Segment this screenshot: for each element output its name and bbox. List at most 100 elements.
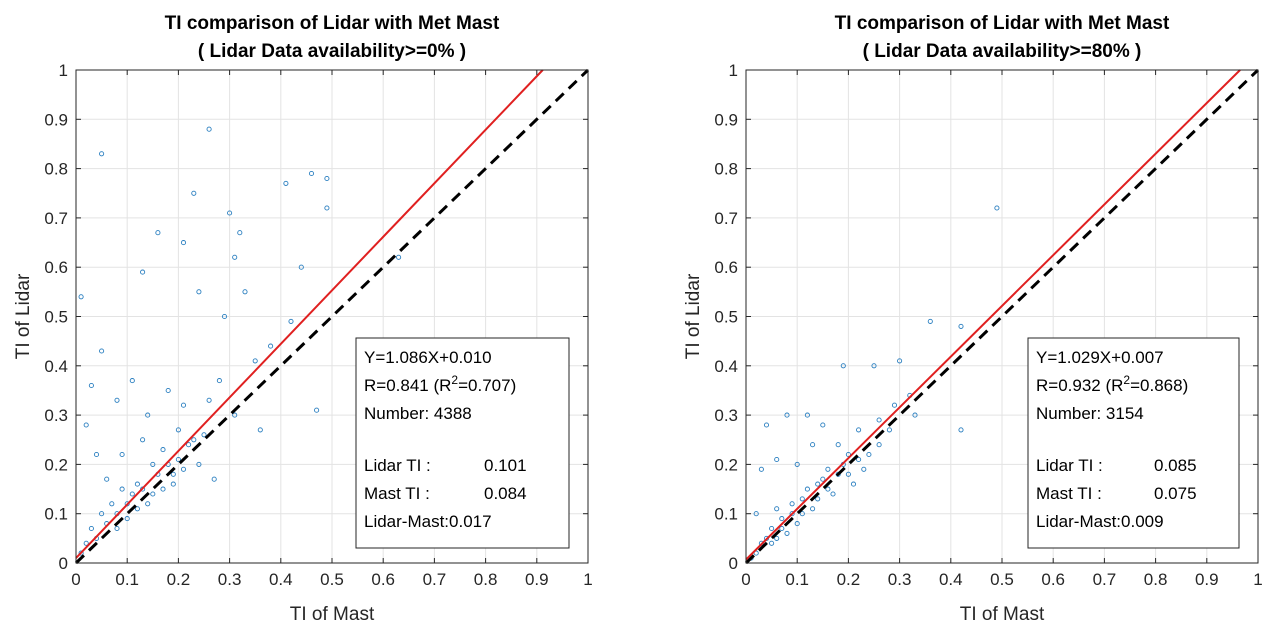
data-point bbox=[180, 240, 187, 246]
data-point bbox=[810, 442, 816, 448]
y-tick-label: 0.1 bbox=[714, 505, 738, 524]
data-point bbox=[216, 378, 222, 384]
data-point bbox=[308, 170, 315, 177]
annotation-r-value: R=0.841 (R2=0.707) bbox=[364, 373, 516, 395]
y-axis-label: TI of Lidar bbox=[13, 273, 34, 359]
data-point bbox=[850, 481, 857, 487]
y-tick-label: 1 bbox=[729, 61, 738, 80]
annotation-value: 0.101 bbox=[484, 456, 527, 475]
data-point bbox=[324, 205, 330, 211]
data-point bbox=[886, 427, 892, 433]
data-point bbox=[88, 382, 94, 389]
data-point bbox=[191, 437, 197, 443]
data-point bbox=[298, 264, 304, 270]
chart-subtitle: ( Lidar Data availability>=80% ) bbox=[863, 41, 1142, 62]
data-point bbox=[114, 397, 120, 403]
x-tick-label: 0.7 bbox=[1093, 570, 1117, 589]
data-point bbox=[314, 407, 320, 413]
x-tick-label: 0.9 bbox=[525, 570, 549, 589]
data-point bbox=[753, 511, 759, 517]
tick-labels: 0 0.1 0.2 0.3 0.4 0.5 0.6 0.7 0.8 0.9 1 0 0.1 0.2 0.3 0… bbox=[44, 61, 592, 589]
x-tick-label: 0.9 bbox=[1195, 570, 1219, 589]
x-tick-label: 0.1 bbox=[785, 570, 809, 589]
data-point bbox=[876, 417, 882, 423]
data-point bbox=[165, 387, 171, 394]
data-point bbox=[160, 486, 166, 492]
data-point bbox=[119, 451, 125, 458]
data-point bbox=[134, 481, 140, 487]
data-point bbox=[815, 481, 821, 487]
y-tick-label: 0.3 bbox=[714, 406, 738, 425]
data-point bbox=[109, 501, 115, 507]
data-point bbox=[769, 540, 775, 546]
y-tick-label: 0.5 bbox=[714, 308, 738, 327]
data-point bbox=[201, 432, 207, 438]
data-point bbox=[119, 486, 125, 492]
data-point bbox=[845, 471, 851, 477]
data-point bbox=[958, 323, 964, 329]
data-point bbox=[206, 126, 212, 132]
data-point bbox=[78, 550, 84, 556]
chart-title: TI comparison of Lidar with Met Mast bbox=[165, 13, 500, 34]
data-point bbox=[242, 289, 248, 295]
data-point bbox=[779, 525, 785, 532]
data-point bbox=[396, 254, 402, 260]
data-point bbox=[99, 511, 105, 517]
x-tick-label: 0.7 bbox=[423, 570, 447, 589]
scatter-series bbox=[748, 205, 1000, 561]
data-point bbox=[104, 476, 110, 482]
x-tick-label: 0.3 bbox=[218, 570, 242, 589]
data-point bbox=[211, 476, 217, 482]
data-point bbox=[186, 442, 192, 448]
data-point bbox=[83, 540, 89, 546]
data-point bbox=[799, 496, 805, 502]
data-point bbox=[784, 412, 790, 418]
data-point bbox=[283, 180, 289, 186]
annotation-line: Y=1.029X+0.007 bbox=[1036, 348, 1164, 367]
y-tick-label: 0.8 bbox=[44, 160, 68, 179]
data-point bbox=[994, 205, 1000, 211]
data-point bbox=[206, 397, 212, 403]
data-point bbox=[845, 451, 851, 458]
y-tick-label: 0.3 bbox=[44, 406, 68, 425]
data-point bbox=[134, 506, 140, 512]
x-tick-label: 0.4 bbox=[939, 570, 963, 589]
data-point bbox=[170, 481, 176, 487]
data-point bbox=[866, 451, 872, 458]
y-tick-label: 0.8 bbox=[714, 160, 738, 179]
chart-2: 0 0.1 0.2 0.3 0.4 0.5 0.6 0.7 0.8 0.9 1 0 0.1 0.2 0.3 0… bbox=[683, 13, 1263, 625]
x-tick-label: 0.8 bbox=[474, 570, 498, 589]
x-tick-label: 0 bbox=[71, 570, 80, 589]
x-tick-label: 0.2 bbox=[837, 570, 861, 589]
data-point bbox=[799, 511, 805, 517]
data-point bbox=[324, 175, 330, 182]
data-point bbox=[794, 461, 800, 467]
x-tick-label: 0.5 bbox=[990, 570, 1014, 589]
x-tick-label: 0.2 bbox=[167, 570, 191, 589]
y-tick-label: 0.6 bbox=[714, 258, 738, 277]
data-point bbox=[196, 461, 202, 467]
annotation-label: Lidar TI : bbox=[1036, 456, 1103, 475]
data-point bbox=[221, 313, 228, 320]
chart-subtitle: ( Lidar Data availability>=0% ) bbox=[198, 41, 466, 62]
y-axis-label: TI of Lidar bbox=[683, 273, 704, 359]
x-axis-label: TI of Mast bbox=[290, 604, 375, 625]
data-point bbox=[897, 358, 903, 364]
x-tick-label: 0 bbox=[741, 570, 750, 589]
data-point bbox=[99, 151, 105, 157]
data-point bbox=[830, 491, 836, 497]
y-tick-label: 0 bbox=[59, 554, 68, 573]
y-tick-label: 0.4 bbox=[44, 357, 68, 376]
data-point bbox=[160, 447, 166, 453]
data-point bbox=[252, 358, 258, 364]
annotation-line: Number: 4388 bbox=[364, 404, 472, 423]
annotation-line: Y=1.086X+0.010 bbox=[364, 348, 492, 367]
annotation-value: 0.075 bbox=[1154, 484, 1197, 503]
data-point bbox=[758, 466, 764, 472]
data-point bbox=[232, 254, 238, 260]
data-point bbox=[237, 230, 243, 236]
data-point bbox=[825, 466, 831, 472]
x-tick-label: 0.4 bbox=[269, 570, 293, 589]
data-point bbox=[88, 525, 94, 532]
